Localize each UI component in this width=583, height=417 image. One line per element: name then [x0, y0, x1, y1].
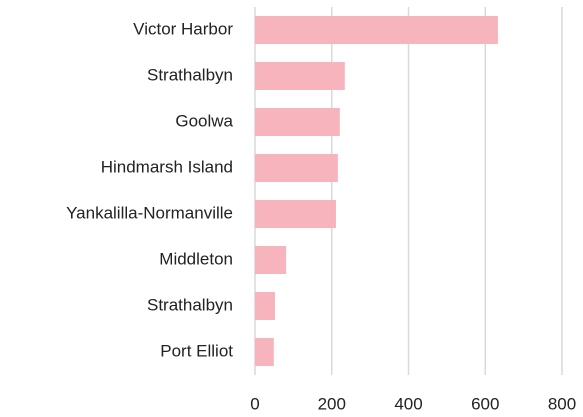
x-tick-label: 600	[471, 394, 499, 413]
y-tick-label: Hindmarsh Island	[101, 157, 233, 176]
y-tick-label: Goolwa	[175, 111, 233, 130]
bar	[255, 338, 274, 366]
bar	[255, 108, 340, 136]
x-tick-label: 400	[394, 394, 422, 413]
bar	[255, 200, 336, 228]
x-tick-label: 800	[548, 394, 576, 413]
bar	[255, 16, 498, 44]
y-tick-label: Yankalilla-Normanville	[66, 203, 233, 222]
y-tick-label: Strathalbyn	[147, 65, 233, 84]
x-tick-label: 0	[250, 394, 259, 413]
bar	[255, 246, 287, 274]
y-tick-label: Strathalbyn	[147, 295, 233, 314]
bar	[255, 62, 345, 90]
bar	[255, 292, 275, 320]
y-tick-label: Victor Harbor	[133, 19, 233, 38]
bar	[255, 154, 338, 182]
y-tick-label: Port Elliot	[160, 341, 233, 360]
x-tick-label: 200	[318, 394, 346, 413]
y-tick-label: Middleton	[159, 249, 233, 268]
